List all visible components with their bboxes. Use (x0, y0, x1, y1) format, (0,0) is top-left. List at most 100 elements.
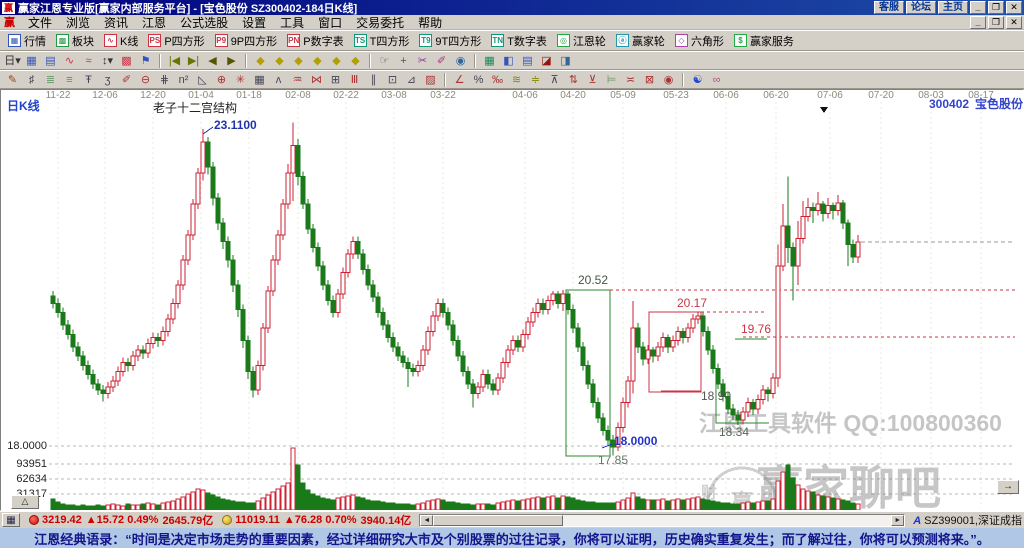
calculator-icon[interactable]: ◧ (503, 54, 514, 67)
time-ruler-icon[interactable]: Ŧ (85, 73, 92, 86)
hatch-box-icon[interactable]: ▨ (425, 73, 436, 86)
notebook-icon[interactable]: ▤ (522, 54, 533, 67)
scroll-right-arrow-icon[interactable]: ► (891, 514, 905, 526)
taiji-icon[interactable]: ☯ (692, 73, 703, 86)
horizontal-scrollbar[interactable]: ◄ ► (419, 513, 906, 527)
fork-tool-icon[interactable]: ⋈ (311, 73, 322, 86)
gann-levels-icon[interactable]: ≣ (45, 73, 56, 86)
angle-line-icon[interactable]: ∠ (454, 73, 465, 86)
box-grid-icon[interactable]: ⊞ (330, 73, 341, 86)
menu-tools[interactable]: 工具 (280, 15, 305, 30)
trend-down-icon[interactable]: ≈ (85, 54, 92, 67)
forum-link[interactable]: 论坛 (906, 1, 936, 14)
matrix-tool-icon[interactable]: ▦ (254, 73, 265, 86)
toolbar-p-square[interactable]: PS P四方形 (148, 34, 205, 48)
draw-pen-icon[interactable]: ✎ (7, 73, 18, 86)
trend-up-icon[interactable]: ∿ (64, 54, 75, 67)
percent-retrace-icon[interactable]: % (473, 73, 484, 86)
marker-pen-icon[interactable]: ✐ (121, 73, 132, 86)
arc-tool-icon[interactable]: ʒ (104, 73, 111, 86)
toolbar-quote[interactable]: ▦ 行情 (3, 32, 51, 50)
fan-lines-icon[interactable]: ⊻ (588, 73, 597, 86)
square-n2-icon[interactable]: n² (178, 73, 189, 86)
crosshair-tool-icon[interactable]: + (400, 54, 407, 67)
period-day-dropdown-icon[interactable]: 日▾ (4, 54, 21, 67)
send-icon[interactable]: ◨ (560, 54, 571, 67)
menu-trade[interactable]: 交易委托 (356, 15, 405, 30)
menu-gann[interactable]: 江恩 (142, 15, 167, 30)
nav-first-icon[interactable]: |◀ (168, 54, 181, 67)
gann-diamond-5-icon[interactable]: ◆ (332, 54, 341, 67)
pen-drop-icon[interactable]: ⊼ (550, 73, 559, 86)
expand-pane-button[interactable]: △ (11, 495, 39, 509)
scrollbar-thumb[interactable] (433, 514, 564, 526)
candle-style-dropdown-icon[interactable]: ↕▾ (101, 54, 114, 67)
gold-channel-icon[interactable]: ≑ (530, 73, 541, 86)
child-restore-button[interactable]: ❐ (988, 15, 1004, 29)
gann-diamond-2-icon[interactable]: ◆ (275, 54, 284, 67)
box-dot-icon[interactable]: ⊡ (387, 73, 398, 86)
info-panel-icon[interactable]: ▤ (45, 54, 56, 67)
save-icon[interactable]: ◪ (541, 54, 552, 67)
toolbar-kline[interactable]: ∿ K线 (99, 32, 143, 50)
toolbar-sectors[interactable]: ▩ 板块 (51, 32, 99, 50)
gann-diamond-4-icon[interactable]: ◆ (313, 54, 322, 67)
wave-mark-icon[interactable]: ʌ (275, 73, 282, 86)
gann-grid-icon[interactable]: ♯ (28, 73, 35, 86)
gann-diamond-1-icon[interactable]: ◆ (256, 54, 265, 67)
menu-help[interactable]: 帮助 (418, 15, 443, 30)
toolbar-winner-wheel[interactable]: ⓐ 赢家轮 (611, 32, 670, 50)
toolbar-p-table[interactable]: PN P数字表 (287, 34, 344, 48)
toolbar-t-table[interactable]: TN T数字表 (491, 34, 547, 48)
toolbar-t-square[interactable]: TS T四方形 (353, 34, 410, 48)
target-tool-icon[interactable]: ⊕ (216, 73, 227, 86)
menu-browse[interactable]: 浏览 (66, 15, 91, 30)
permille-icon[interactable]: ‰ (492, 73, 503, 86)
minimize-button[interactable]: _ (970, 1, 986, 14)
nav-next-icon[interactable]: ▶ (227, 54, 236, 67)
scroll-left-arrow-icon[interactable]: ◄ (420, 514, 434, 526)
view-tool-icon[interactable]: ◉ (455, 54, 466, 67)
child-minimize-button[interactable]: _ (970, 15, 986, 29)
gann-diamond-6-icon[interactable]: ◆ (351, 54, 360, 67)
toolbar-winner-service[interactable]: $ 赢家服务 (729, 32, 799, 50)
trend-fan-icon[interactable]: ◉ (663, 73, 674, 86)
scroll-chart-right-button[interactable]: → (997, 480, 1019, 494)
menu-settings[interactable]: 设置 (242, 15, 267, 30)
support-link[interactable]: 客服 (874, 1, 904, 14)
calendar-icon[interactable]: ▦ (484, 54, 495, 67)
cut-tool-icon[interactable]: ✂ (417, 54, 428, 67)
bars-tool-icon[interactable]: Ⅲ (350, 73, 359, 86)
gold-section-icon[interactable]: ≋ (511, 73, 522, 86)
triangle-tool-icon[interactable]: ◺ (198, 73, 207, 86)
child-close-button[interactable]: ✕ (1006, 15, 1022, 29)
menu-news[interactable]: 资讯 (104, 15, 129, 30)
toolbar-9t-square[interactable]: T9 9T四方形 (419, 34, 482, 48)
stamp-tool-icon[interactable]: ✐ (436, 54, 447, 67)
flag-marker-icon[interactable]: ⚑ (140, 54, 151, 67)
shanghai-index-icon[interactable] (29, 515, 39, 525)
nav-last-icon[interactable]: ▶| (187, 54, 200, 67)
speed-line-icon[interactable]: ⊨ (606, 73, 617, 86)
gann-diamond-3-icon[interactable]: ◆ (294, 54, 303, 67)
menu-formula-picker[interactable]: 公式选股 (180, 15, 229, 30)
sz-index-value[interactable]: 11019.11 (235, 514, 280, 526)
star-burst-icon[interactable]: ✳ (235, 73, 246, 86)
band-tool-icon[interactable]: ♒ (292, 73, 303, 86)
channel-up-icon[interactable]: ⇅ (568, 73, 579, 86)
toolbar-hexagon[interactable]: ◇ 六角形 (670, 32, 729, 50)
region-select-icon[interactable]: ▩ (121, 54, 132, 67)
step-line-icon[interactable]: ≍ (625, 73, 636, 86)
zone-box-icon[interactable]: ⊠ (644, 73, 655, 86)
current-index-info[interactable]: A SZ399001,深证成指 (913, 515, 1022, 527)
infinity-icon[interactable]: ∞ (712, 73, 721, 86)
parallel-lines-icon[interactable]: ∥ (370, 73, 377, 86)
menu-window[interactable]: 窗口 (318, 15, 343, 30)
restore-button[interactable]: ❐ (988, 1, 1004, 14)
close-button[interactable]: ✕ (1006, 1, 1022, 14)
menu-file[interactable]: 文件 (28, 15, 53, 30)
kline-chart[interactable]: 11-22 12-06 12-20 01-04 01-18 02-08 02-22 03-08… (1, 90, 1024, 511)
grid-dense-icon[interactable]: ⋕ (159, 73, 170, 86)
homepage-link[interactable]: 主页 (938, 1, 968, 14)
shenzhen-index-icon[interactable] (222, 515, 233, 525)
